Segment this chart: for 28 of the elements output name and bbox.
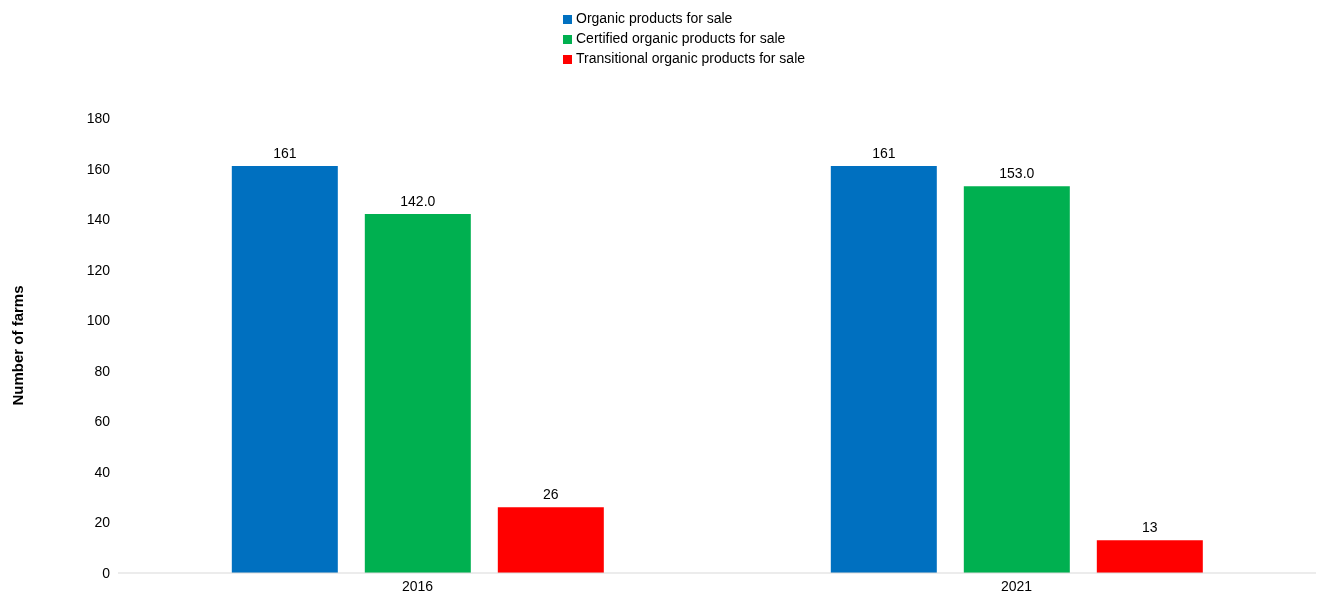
y-tick-label: 60 xyxy=(94,413,111,430)
x-tick-label: 2021 xyxy=(1000,577,1033,594)
data-label: 161 xyxy=(872,145,896,162)
y-tick-label: 120 xyxy=(86,261,111,278)
bar xyxy=(1096,540,1203,573)
legend-label: Transitional organic products for sale xyxy=(576,50,806,66)
bar xyxy=(830,166,937,573)
y-axis-title: Number of farms xyxy=(9,285,27,406)
y-tick-label: 180 xyxy=(86,109,111,126)
data-label: 13 xyxy=(1142,519,1158,536)
data-label: 153.0 xyxy=(999,165,1035,182)
y-tick-label: 100 xyxy=(86,312,111,329)
y-tick-label: 160 xyxy=(86,160,111,177)
bar xyxy=(231,166,338,573)
data-label: 161 xyxy=(273,145,297,162)
y-tick-label: 140 xyxy=(86,211,111,228)
y-tick-label: 20 xyxy=(94,514,111,531)
bar xyxy=(364,214,471,573)
bar xyxy=(963,186,1070,573)
bar xyxy=(497,507,604,573)
y-tick-label: 0 xyxy=(102,564,111,581)
y-tick-label: 80 xyxy=(94,362,111,379)
x-tick-label: 2016 xyxy=(401,577,434,594)
data-label: 142.0 xyxy=(400,193,436,210)
y-tick-label: 40 xyxy=(94,463,111,480)
legend-label: Organic products for sale xyxy=(576,10,733,26)
legend-label: Certified organic products for sale xyxy=(576,30,786,46)
data-label: 26 xyxy=(543,486,559,503)
